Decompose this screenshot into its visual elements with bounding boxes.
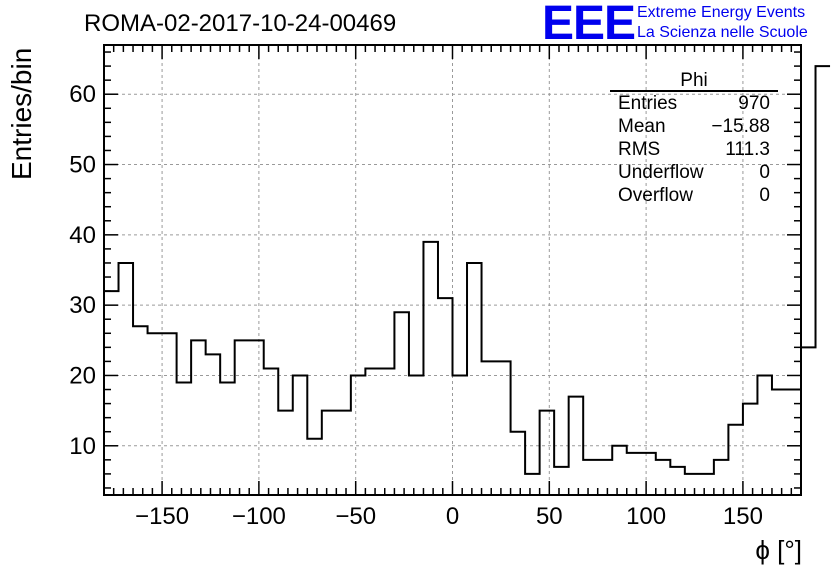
y-tick-label: 40 bbox=[69, 222, 96, 249]
histogram-step-line bbox=[104, 65, 831, 475]
y-tick-label: 10 bbox=[69, 433, 96, 460]
stats-label: Overflow bbox=[618, 185, 693, 206]
x-tick-labels: −150 −100 −50 0 50 100 150 bbox=[135, 503, 763, 530]
y-tick-label: 20 bbox=[69, 362, 96, 389]
stats-value: 111.3 bbox=[725, 139, 770, 160]
y-tick-labels: 10 20 30 40 50 60 bbox=[69, 81, 96, 460]
x-tick-label: −50 bbox=[335, 503, 376, 530]
x-tick-label: −150 bbox=[135, 503, 189, 530]
stats-label: Mean bbox=[618, 116, 666, 137]
stats-label: Entries bbox=[618, 93, 678, 114]
stats-row-entries: Entries 970 bbox=[610, 92, 778, 115]
stats-value: −15.88 bbox=[711, 116, 770, 137]
stats-value: 970 bbox=[738, 93, 770, 114]
y-axis-label: Entries/bin bbox=[6, 47, 37, 180]
y-tick-label: 50 bbox=[69, 152, 96, 179]
stats-label: Underflow bbox=[618, 162, 704, 183]
stats-value: 0 bbox=[759, 185, 770, 206]
x-tick-label: 0 bbox=[446, 503, 459, 530]
stats-title: Phi bbox=[610, 70, 778, 92]
stats-value: 0 bbox=[759, 162, 770, 183]
stats-box: Phi Entries 970 Mean −15.88 RMS 111.3 Un… bbox=[610, 70, 778, 207]
stats-row-overflow: Overflow 0 bbox=[610, 184, 778, 207]
logo-caption-line2: La Scienza nelle Scuole bbox=[637, 24, 808, 41]
y-tick-label: 60 bbox=[69, 81, 96, 108]
x-tick-label: 150 bbox=[723, 503, 763, 530]
y-tick-label: 30 bbox=[69, 292, 96, 319]
x-axis-label: ϕ [°] bbox=[755, 535, 802, 565]
stats-row-rms: RMS 111.3 bbox=[610, 138, 778, 161]
axis-ticks bbox=[104, 45, 801, 495]
stats-row-mean: Mean −15.88 bbox=[610, 115, 778, 138]
x-tick-label: 100 bbox=[626, 503, 666, 530]
chart-title: ROMA-02-2017-10-24-00469 bbox=[84, 10, 397, 37]
stats-label: RMS bbox=[618, 139, 661, 160]
eee-logo: EEE bbox=[542, 0, 636, 50]
x-tick-label: 50 bbox=[536, 503, 563, 530]
x-tick-label: −100 bbox=[232, 503, 286, 530]
stats-row-underflow: Underflow 0 bbox=[610, 161, 778, 184]
logo-caption-line1: Extreme Energy Events bbox=[637, 4, 806, 21]
